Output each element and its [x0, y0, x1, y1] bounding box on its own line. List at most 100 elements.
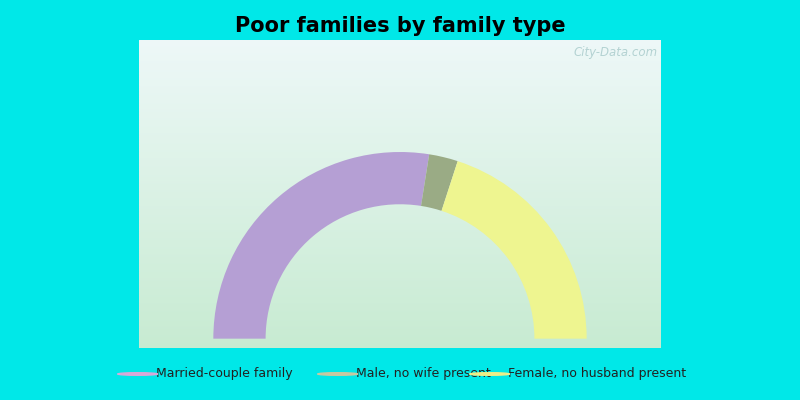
Bar — [138, 316, 662, 317]
Bar — [138, 303, 662, 305]
Bar — [138, 171, 662, 172]
Bar — [138, 146, 662, 148]
Bar — [138, 346, 662, 348]
Bar — [138, 236, 662, 237]
Bar — [138, 274, 662, 276]
Wedge shape — [421, 154, 458, 211]
Bar — [138, 180, 662, 182]
Bar — [138, 134, 662, 136]
Bar — [138, 308, 662, 310]
Bar — [138, 256, 662, 257]
Bar — [138, 168, 662, 169]
Bar — [138, 202, 662, 203]
Bar — [138, 328, 662, 330]
Bar — [138, 174, 662, 176]
Bar — [138, 189, 662, 191]
Bar — [138, 132, 662, 134]
Bar — [138, 214, 662, 216]
Bar — [138, 326, 662, 328]
Bar — [138, 257, 662, 259]
Bar — [138, 268, 662, 270]
Bar — [138, 46, 662, 48]
Bar — [138, 312, 662, 314]
Bar — [138, 148, 662, 149]
Bar — [138, 283, 662, 285]
Bar — [138, 311, 662, 312]
Bar — [138, 272, 662, 274]
Bar — [138, 197, 662, 199]
Bar — [138, 226, 662, 228]
Bar — [138, 98, 662, 100]
Bar — [138, 199, 662, 200]
Bar — [138, 151, 662, 152]
Bar — [138, 203, 662, 205]
Bar — [138, 85, 662, 86]
Bar — [138, 125, 662, 126]
Bar — [138, 270, 662, 271]
Bar — [138, 240, 662, 242]
Bar — [138, 40, 662, 42]
Bar — [138, 216, 662, 217]
Bar — [138, 69, 662, 71]
Bar — [138, 152, 662, 154]
Bar — [138, 142, 662, 143]
Bar — [138, 120, 662, 122]
Bar — [138, 129, 662, 131]
Bar — [138, 208, 662, 209]
Bar — [138, 262, 662, 263]
Bar — [138, 163, 662, 165]
Circle shape — [470, 373, 510, 375]
Bar — [138, 282, 662, 283]
Bar — [138, 337, 662, 339]
Bar — [138, 157, 662, 158]
Bar — [138, 212, 662, 214]
Bar — [138, 118, 662, 120]
Bar — [138, 263, 662, 265]
Bar — [138, 114, 662, 116]
Bar — [138, 314, 662, 316]
Bar — [138, 260, 662, 262]
Bar — [138, 86, 662, 88]
Bar — [138, 219, 662, 220]
Bar — [138, 296, 662, 297]
Bar — [138, 194, 662, 196]
Bar — [138, 60, 662, 62]
Bar — [138, 292, 662, 294]
Bar — [138, 154, 662, 156]
Bar — [138, 252, 662, 254]
Bar — [138, 299, 662, 300]
Bar — [138, 72, 662, 74]
Bar — [138, 243, 662, 245]
Bar — [138, 92, 662, 94]
Bar — [138, 51, 662, 52]
Bar — [138, 319, 662, 320]
Bar — [138, 186, 662, 188]
Bar — [138, 290, 662, 291]
Bar — [138, 223, 662, 225]
Bar — [138, 112, 662, 114]
Bar — [138, 302, 662, 303]
Bar — [138, 137, 662, 138]
Bar — [138, 66, 662, 68]
Bar — [138, 57, 662, 58]
Bar — [138, 239, 662, 240]
Bar — [138, 136, 662, 137]
Bar — [138, 271, 662, 272]
Bar — [138, 231, 662, 232]
Bar — [138, 205, 662, 206]
Bar — [138, 246, 662, 248]
Bar — [138, 343, 662, 345]
Bar — [138, 80, 662, 82]
Bar — [138, 331, 662, 333]
Bar — [138, 336, 662, 337]
Bar — [138, 242, 662, 243]
Bar — [138, 178, 662, 180]
Bar — [138, 96, 662, 97]
Bar — [138, 200, 662, 202]
Bar — [138, 310, 662, 311]
Bar — [138, 300, 662, 302]
Bar — [138, 340, 662, 342]
Bar — [138, 334, 662, 336]
Bar — [138, 109, 662, 111]
Bar — [138, 52, 662, 54]
